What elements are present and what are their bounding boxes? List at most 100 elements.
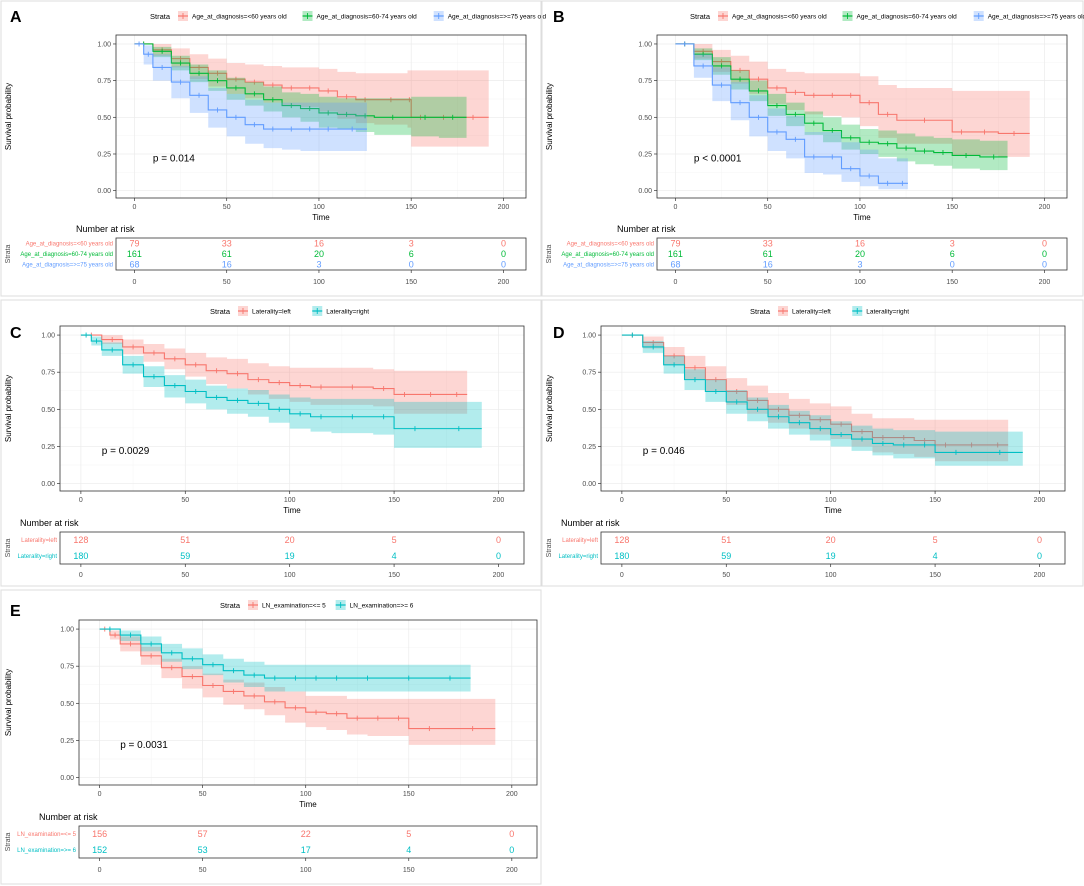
x-tick-label: 0 bbox=[79, 497, 83, 504]
y-tick-label: 0.25 bbox=[41, 444, 55, 451]
risk-x-tick-label: 100 bbox=[300, 867, 312, 874]
legend-item: Age_at_diagnosis=>=75 years old bbox=[973, 11, 1084, 21]
legend: Strata Laterality=left Laterality=right bbox=[750, 306, 909, 316]
legend-label: Age_at_diagnosis=>=75 years old bbox=[988, 14, 1084, 21]
y-tick-label: 0.25 bbox=[638, 151, 652, 158]
y-tick-label: 0.25 bbox=[60, 738, 74, 745]
risk-y-axis-title: Strata bbox=[5, 245, 12, 264]
p-value: p = 0.014 bbox=[153, 153, 195, 164]
x-tick-label: 50 bbox=[181, 497, 189, 504]
series-0 bbox=[80, 332, 468, 414]
panel-label: D bbox=[553, 325, 565, 342]
risk-row-label: Age_at_diagnosis=60-74 years old bbox=[561, 252, 654, 258]
risk-count: 17 bbox=[301, 845, 311, 855]
risk-count: 0 bbox=[409, 260, 414, 270]
y-axis-title: Survival probability bbox=[545, 83, 554, 150]
risk-x-tick-label: 50 bbox=[722, 572, 730, 579]
risk-count: 161 bbox=[127, 249, 142, 259]
panel-b: B Strata Age_at_diagnosis=<60 years old Age… bbox=[541, 0, 1084, 297]
risk-table-title: Number at risk bbox=[39, 812, 98, 822]
panel-a: A Strata Age_at_diagnosis=<60 years old Age… bbox=[0, 0, 547, 297]
risk-count: 0 bbox=[950, 260, 955, 270]
confidence-band bbox=[134, 43, 489, 147]
x-tick-label: 200 bbox=[1039, 204, 1051, 211]
x-axis-title: Time bbox=[853, 213, 871, 222]
confidence-band bbox=[99, 629, 496, 745]
risk-x-tick-label: 0 bbox=[98, 867, 102, 874]
x-axis-title: Time bbox=[824, 506, 842, 515]
risk-row-label: Age_at_diagnosis=<60 years old bbox=[26, 241, 113, 247]
risk-row-label: Laterality=right bbox=[17, 554, 57, 560]
risk-count: 0 bbox=[1042, 260, 1047, 270]
legend-label: Laterality=left bbox=[252, 309, 291, 316]
p-value: p = 0.046 bbox=[643, 446, 685, 457]
y-tick-label: 1.00 bbox=[638, 41, 652, 48]
grid bbox=[79, 620, 537, 785]
risk-y-axis-title: Strata bbox=[546, 245, 553, 264]
risk-count: 0 bbox=[501, 260, 506, 270]
risk-count: 0 bbox=[1042, 238, 1047, 248]
panel-label: C bbox=[10, 325, 22, 342]
grid bbox=[601, 326, 1065, 491]
risk-x-tick-label: 150 bbox=[388, 572, 400, 579]
x-tick-label: 150 bbox=[946, 204, 958, 211]
series-1 bbox=[621, 332, 1023, 466]
panel-e: E Strata LN_examination=<= 5 LN_examination… bbox=[0, 589, 542, 885]
risk-count: 180 bbox=[614, 551, 629, 561]
legend: Strata Laterality=left Laterality=right bbox=[210, 306, 369, 316]
y-tick-label: 0.50 bbox=[97, 115, 111, 122]
risk-x-tick-label: 100 bbox=[284, 572, 296, 579]
risk-count: 180 bbox=[73, 551, 88, 561]
risk-count: 128 bbox=[614, 535, 629, 545]
y-tick-label: 0.00 bbox=[638, 188, 652, 195]
panel-label: E bbox=[10, 603, 21, 620]
confidence-band bbox=[134, 43, 367, 152]
risk-count: 0 bbox=[1037, 551, 1042, 561]
y-tick-label: 1.00 bbox=[582, 333, 596, 340]
legend-item: LN_examination=>= 6 bbox=[335, 600, 414, 610]
panel-c: C Strata Laterality=left Laterality=right 0 5… bbox=[0, 299, 542, 587]
legend-label: Laterality=right bbox=[326, 309, 369, 316]
p-value: p = 0.0029 bbox=[102, 446, 150, 457]
y-axis-title: Survival probability bbox=[4, 669, 13, 736]
risk-count: 20 bbox=[855, 249, 865, 259]
confidence-band bbox=[675, 43, 1008, 171]
risk-count: 16 bbox=[314, 238, 324, 248]
x-tick-label: 200 bbox=[493, 497, 505, 504]
risk-count: 33 bbox=[763, 238, 773, 248]
series-2 bbox=[134, 41, 367, 152]
risk-count: 19 bbox=[826, 551, 836, 561]
x-axis-title: Time bbox=[283, 506, 301, 515]
risk-x-tick-label: 100 bbox=[825, 572, 837, 579]
y-tick-label: 0.75 bbox=[638, 78, 652, 85]
legend-label: Age_at_diagnosis=<60 years old bbox=[192, 14, 287, 21]
risk-count: 0 bbox=[509, 845, 514, 855]
x-tick-label: 100 bbox=[284, 497, 296, 504]
plot-border bbox=[656, 34, 1068, 199]
x-tick-label: 50 bbox=[764, 204, 772, 211]
risk-x-tick-label: 150 bbox=[929, 572, 941, 579]
risk-count: 53 bbox=[198, 845, 208, 855]
risk-table-frame bbox=[600, 531, 1066, 565]
x-tick-label: 100 bbox=[300, 791, 312, 798]
risk-x-tick-label: 100 bbox=[313, 279, 325, 286]
y-tick-label: 0.00 bbox=[41, 481, 55, 488]
risk-x-tick-label: 200 bbox=[493, 572, 505, 579]
x-tick-label: 150 bbox=[388, 497, 400, 504]
legend-title: Strata bbox=[210, 307, 231, 316]
y-tick-label: 0.00 bbox=[60, 775, 74, 782]
risk-count: 51 bbox=[721, 535, 731, 545]
y-tick-label: 1.00 bbox=[41, 333, 55, 340]
risk-count: 4 bbox=[392, 551, 397, 561]
x-tick-label: 200 bbox=[1034, 497, 1046, 504]
x-tick-label: 150 bbox=[929, 497, 941, 504]
confidence-band bbox=[80, 335, 482, 448]
x-tick-label: 150 bbox=[403, 791, 415, 798]
risk-count: 57 bbox=[198, 829, 208, 839]
risk-x-tick-label: 200 bbox=[1039, 279, 1051, 286]
risk-row-label: Age_at_diagnosis=<60 years old bbox=[567, 241, 654, 247]
risk-count: 3 bbox=[950, 238, 955, 248]
legend-item: Age_at_diagnosis=<60 years old bbox=[718, 11, 827, 21]
risk-count: 5 bbox=[406, 829, 411, 839]
